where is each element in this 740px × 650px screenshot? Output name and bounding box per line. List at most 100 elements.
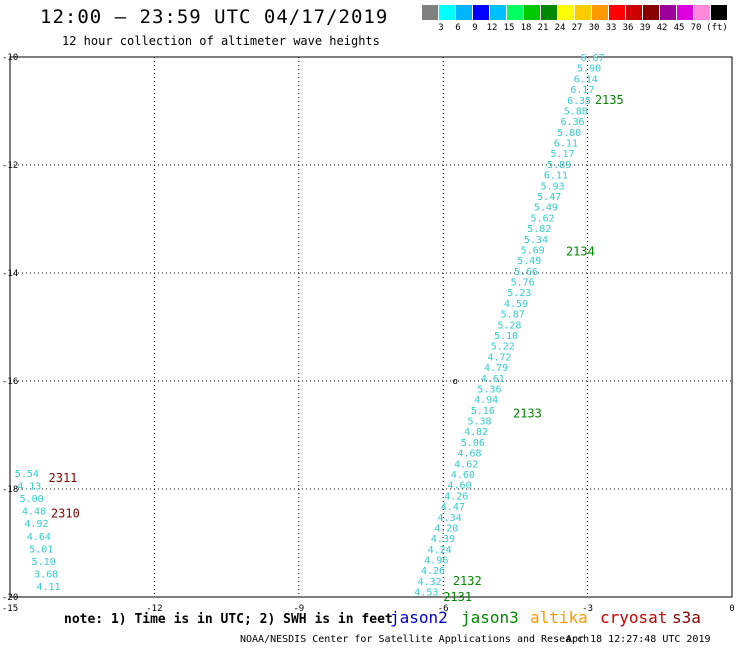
legend-swatch (711, 5, 727, 20)
satellite-label-jason2: jason2 (390, 608, 448, 627)
wave-height-label: 4.68 (457, 449, 481, 460)
legend-swatch (524, 5, 540, 20)
wave-height-label: 5.90 (577, 64, 601, 75)
timestamp-text: Apr 18 12:27:48 UTC 2019 (566, 634, 711, 645)
wave-height-label: 5.47 (537, 192, 561, 203)
wave-height-label: 6.17 (570, 85, 594, 96)
wave-height-label: 6.14 (574, 74, 598, 85)
wave-height-label: 5.23 (507, 288, 531, 299)
legend-label: 21 (537, 23, 549, 33)
y-tick-label: -14 (2, 269, 18, 279)
wave-height-label: 5.69 (521, 245, 545, 256)
wave-height-label: 6.11 (554, 139, 578, 150)
wave-height-label: 5.76 (511, 278, 535, 289)
wave-height-label: 4.61 (481, 374, 505, 385)
legend-swatch (541, 5, 557, 20)
wave-height-label: 4.94 (474, 395, 498, 406)
y-tick-label: -10 (2, 53, 18, 63)
wave-height-label: 5.82 (527, 224, 551, 235)
wave-height-label: 4.26 (421, 566, 445, 577)
wave-height-label: 5.89 (547, 160, 571, 171)
legend-swatch (626, 5, 642, 20)
wave-height-label: 3.68 (34, 570, 58, 581)
wave-height-label: 4.13 (17, 481, 41, 492)
wave-height-label: 5.87 (501, 310, 525, 321)
x-tick-label: -6 (438, 604, 449, 614)
legend-swatch (660, 5, 676, 20)
wave-height-label: 5.34 (524, 235, 548, 246)
legend-swatch (456, 5, 472, 20)
wave-height-label: 4.47 (441, 502, 465, 513)
wave-height-label: 4.60 (448, 481, 472, 492)
legend-label: 70 (690, 23, 702, 33)
wave-height-label: 4.32 (418, 577, 442, 588)
legend-label: 15 (503, 23, 515, 33)
pass-number-label: 2133 (513, 406, 542, 420)
pass-number-label: 2311 (49, 471, 78, 485)
wave-height-label: 4.53 (414, 588, 438, 599)
x-tick-label: -9 (293, 604, 304, 614)
wave-height-label: 4.20 (434, 523, 458, 534)
x-tick-label: -12 (146, 604, 162, 614)
y-tick-label: -20 (2, 593, 18, 603)
legend-swatch (575, 5, 591, 20)
legend-label: 30 (588, 23, 600, 33)
legend-label: 18 (520, 23, 532, 33)
x-tick-label: -3 (582, 604, 593, 614)
pass-number-label: 2310 (51, 506, 80, 520)
legend-swatch (677, 5, 693, 20)
y-tick-label: -16 (2, 377, 18, 387)
wave-height-label: 4.26 (444, 491, 468, 502)
wave-height-label: 6.67 (580, 53, 604, 64)
legend-swatch (609, 5, 625, 20)
wave-height-label: 6.11 (544, 171, 568, 182)
wave-height-label: 5.49 (517, 256, 541, 267)
legend-swatch (490, 5, 506, 20)
wave-height-label: 4.39 (431, 534, 455, 545)
wave-height-label: 5.16 (471, 406, 495, 417)
legend-label: 9 (472, 23, 478, 33)
wave-height-label: 5.88 (564, 106, 588, 117)
wave-height-label: 6.36 (560, 117, 584, 128)
legend-label: 6 (455, 23, 461, 33)
x-tick-label: -15 (2, 604, 18, 614)
legend-label: 36 (622, 23, 634, 33)
credit-text: NOAA/NESDIS Center for Satellite Applica… (240, 634, 590, 645)
wave-height-label: 4.59 (504, 299, 528, 310)
pass-number-label: 2131 (443, 590, 472, 604)
wave-height-label: 5.06 (461, 438, 485, 449)
wave-height-label: 4.48 (22, 507, 46, 518)
wave-height-label: 4.64 (27, 532, 51, 543)
satellite-label-altika: altika (530, 608, 588, 627)
wave-height-label: 4.11 (36, 582, 60, 593)
wave-height-label: 5.66 (514, 267, 538, 278)
wave-height-label: 4.24 (428, 545, 452, 556)
wave-height-label: 4.60 (451, 470, 475, 481)
satellite-label-jason3: jason3 (461, 608, 519, 627)
wave-height-label: 4.34 (438, 513, 462, 524)
satellite-label-cryosat: cryosat (600, 608, 668, 627)
wave-height-label: 4.82 (464, 427, 488, 438)
wave-height-label: 5.22 (491, 342, 515, 353)
pass-number-label: 2134 (566, 244, 595, 258)
legend-swatch (507, 5, 523, 20)
wave-height-label: 5.49 (534, 203, 558, 214)
legend-label: 45 (673, 23, 685, 33)
wave-height-label: 4.92 (24, 519, 48, 530)
footer-note: note: 1) Time is in UTC; 2) SWH is in fe… (64, 612, 393, 627)
legend-swatch (694, 5, 710, 20)
wave-height-label: 5.17 (550, 149, 574, 160)
legend-label: 12 (486, 23, 498, 33)
legend-swatch (643, 5, 659, 20)
island-marker: o (453, 377, 458, 387)
legend-swatch (592, 5, 608, 20)
wave-height-label: 5.00 (20, 494, 44, 505)
wave-height-label: 5.10 (32, 557, 56, 568)
map-title: 12:00 – 23:59 UTC 04/17/2019 (40, 6, 389, 28)
wave-height-label: 5.10 (494, 331, 518, 342)
wave-height-label: 5.36 (477, 384, 501, 395)
wave-height-label: 4.79 (484, 363, 508, 374)
map-frame (9, 56, 733, 598)
